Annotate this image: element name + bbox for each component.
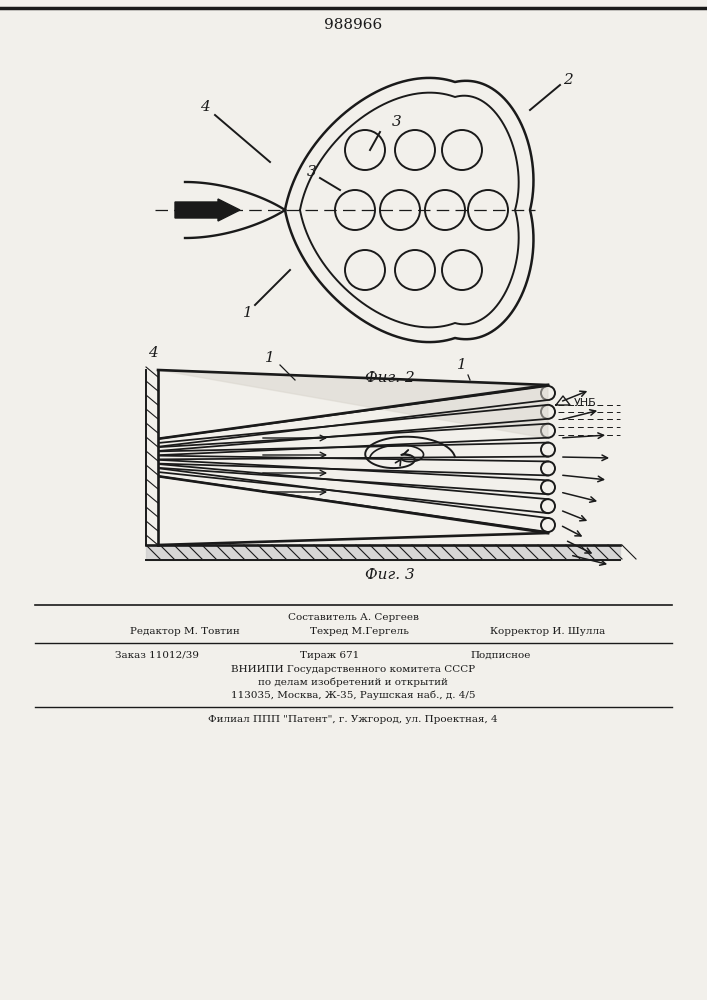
Text: ВНИИПИ Государственного комитета СССР: ВНИИПИ Государственного комитета СССР (231, 664, 475, 674)
Text: Редактор М. Товтин: Редактор М. Товтин (130, 628, 240, 637)
Text: по делам изобретений и открытий: по делам изобретений и открытий (258, 677, 448, 687)
Text: 3: 3 (307, 165, 317, 179)
Text: Тираж 671: Тираж 671 (300, 650, 359, 660)
Text: 1: 1 (243, 306, 253, 320)
Text: 1: 1 (265, 351, 275, 365)
Text: 3: 3 (392, 115, 402, 129)
Text: Фиг. 3: Фиг. 3 (365, 568, 415, 582)
Text: Составитель А. Сергеев: Составитель А. Сергеев (288, 613, 419, 622)
Text: Филиал ППП "Патент", г. Ужгород, ул. Проектная, 4: Филиал ППП "Патент", г. Ужгород, ул. Про… (208, 716, 498, 724)
Text: Заказ 11012/39: Заказ 11012/39 (115, 650, 199, 660)
Text: 988966: 988966 (324, 18, 382, 32)
Text: Техред М.Гергель: Техред М.Гергель (310, 628, 409, 637)
Text: Фиг. 2: Фиг. 2 (365, 371, 415, 385)
Text: Подписное: Подписное (470, 650, 530, 660)
Text: 4: 4 (148, 346, 158, 360)
Text: УНБ: УНБ (574, 398, 597, 408)
Text: 113035, Москва, Ж-35, Раушская наб., д. 4/5: 113035, Москва, Ж-35, Раушская наб., д. … (230, 690, 475, 700)
Text: Корректор И. Шулла: Корректор И. Шулла (490, 628, 605, 637)
Text: 1: 1 (457, 358, 467, 372)
FancyArrow shape (175, 199, 240, 221)
Text: 4: 4 (200, 100, 210, 114)
Text: 2: 2 (563, 73, 573, 87)
Polygon shape (158, 370, 548, 438)
